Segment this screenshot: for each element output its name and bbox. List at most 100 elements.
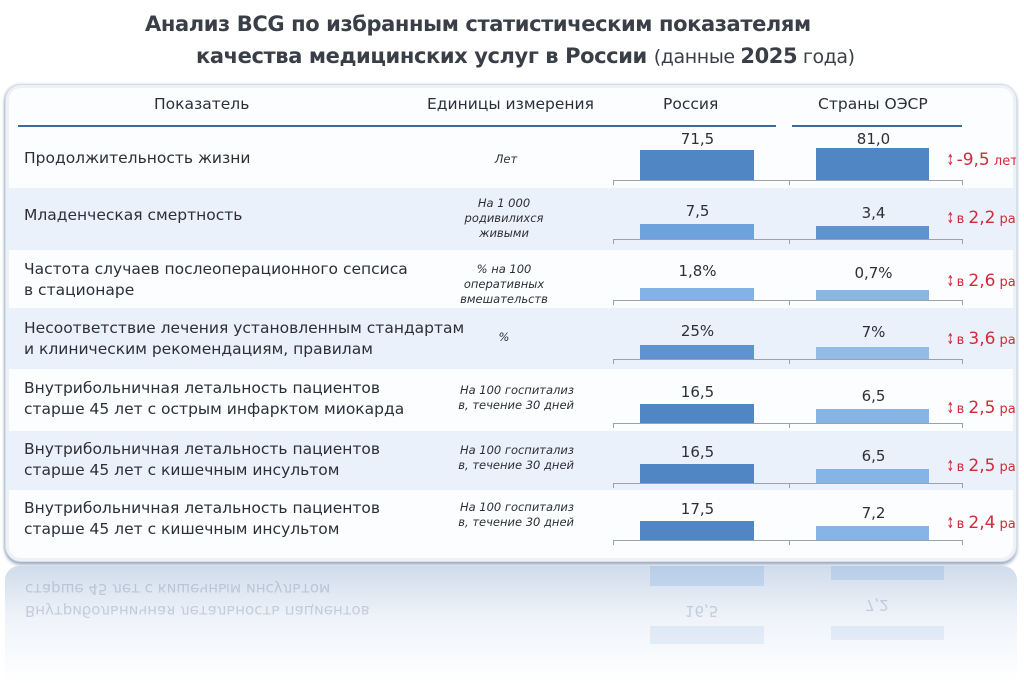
header-indicator: Показатель <box>154 95 250 113</box>
oecd-value: 3,4 <box>861 204 886 222</box>
axis-line <box>613 423 963 424</box>
axis-tick <box>613 359 614 364</box>
difference-annotation: ↕в 3,6 раза <box>946 329 1016 349</box>
axis-line <box>613 180 963 181</box>
double-arrow-icon: ↕ <box>946 209 955 227</box>
double-arrow-icon: ↕ <box>946 272 955 290</box>
axis-tick <box>789 239 790 244</box>
indicator-label: Младенческая смертность <box>24 206 243 224</box>
axis-tick <box>789 180 790 185</box>
russia-value: 71,5 <box>680 130 715 148</box>
oecd-bar <box>816 148 929 180</box>
axis-tick <box>962 180 963 185</box>
axis-tick <box>789 423 790 428</box>
reflection-bar <box>831 566 944 580</box>
difference-annotation: ↕в 2,5 раза <box>946 456 1016 476</box>
oecd-value: 0,7% <box>854 264 893 282</box>
header-oecd: Страны ОЭСР <box>818 95 928 113</box>
axis-tick <box>962 423 963 428</box>
axis-tick <box>962 540 963 545</box>
axis-tick <box>613 540 614 545</box>
reflection-bar <box>650 566 764 586</box>
unit-label: % на 100 оперативных вмешательств <box>460 262 548 306</box>
russia-bar <box>640 288 754 300</box>
difference-annotation: ↕в 2,5 раза <box>946 398 1016 418</box>
reflection-text: Внутрибольничная летальность пациентов <box>25 602 370 620</box>
russia-bar <box>640 521 754 540</box>
title-line-2: качества медицинских услуг в России (дан… <box>196 44 855 68</box>
title-year: 2025 <box>740 44 798 68</box>
russia-value: 16,5 <box>680 383 715 401</box>
russia-value: 25% <box>680 322 715 340</box>
reflection-value: 16,5 <box>685 602 719 620</box>
reflection-value: 7,2 <box>865 596 889 614</box>
indicator-label: Внутрибольничная летальность пациентов ст… <box>24 499 381 538</box>
title-date-note: (данные 2025 года) <box>653 44 855 68</box>
header-divider-main <box>18 125 776 127</box>
table-row: Внутрибольничная летальность пациентов ст… <box>6 431 1016 490</box>
axis-line <box>613 540 963 541</box>
russia-bar <box>640 224 754 239</box>
table-row: Несоответствие лечения установленным ста… <box>6 308 1016 369</box>
unit-label: Лет <box>494 152 518 166</box>
indicator-label: Несоответствие лечения установленным ста… <box>24 319 465 358</box>
oecd-bar <box>816 226 929 239</box>
double-arrow-icon: ↕ <box>946 457 955 475</box>
header-units: Единицы измерения <box>427 95 594 113</box>
axis-line <box>613 483 963 484</box>
axis-tick <box>613 483 614 488</box>
axis-tick <box>962 239 963 244</box>
russia-value: 1,8% <box>678 262 717 280</box>
double-arrow-icon: ↕ <box>946 151 955 169</box>
russia-bar <box>640 464 754 483</box>
axis-line <box>613 359 963 360</box>
axis-tick <box>789 300 790 305</box>
russia-value: 16,5 <box>680 443 715 461</box>
table-row: Продолжительность жизни Лет 71,5 81,0 ↕ -… <box>6 128 1017 188</box>
axis-tick <box>789 540 790 545</box>
difference-annotation: ↕в 2,4 раза <box>946 513 1016 533</box>
table-row: Младенческая смертность На 1 000 родивили… <box>6 188 1016 250</box>
axis-tick <box>613 180 614 185</box>
oecd-bar <box>816 347 929 359</box>
unit-label: % <box>498 330 510 344</box>
oecd-value: 81,0 <box>856 130 891 148</box>
table-row: Внутрибольничная летальность пациентов ст… <box>6 490 1016 561</box>
indicator-label: Внутрибольничная летальность пациентов ст… <box>24 440 381 479</box>
double-arrow-icon: ↕ <box>946 514 955 532</box>
double-arrow-icon: ↕ <box>946 399 955 417</box>
header-russia: Россия <box>663 95 719 113</box>
table-row: Внутрибольничная летальность пациентов ст… <box>6 369 1016 431</box>
oecd-bar <box>816 526 929 540</box>
comparison-table-panel: Показатель Единицы измерения Россия Стра… <box>5 84 1017 562</box>
axis-tick <box>789 483 790 488</box>
unit-label: На 100 госпитализ в, течение 30 дней <box>458 443 574 472</box>
axis-tick <box>613 300 614 305</box>
axis-line <box>613 300 963 301</box>
axis-tick <box>962 483 963 488</box>
unit-label: На 100 госпитализ в, течение 30 дней <box>458 383 574 412</box>
table-row: Частота случаев послеоперационного сепси… <box>6 250 1016 308</box>
oecd-value: 6,5 <box>861 387 886 405</box>
oecd-bar <box>816 409 929 423</box>
reflection-bar <box>831 626 944 640</box>
indicator-label: Внутрибольничная летальность пациентов ст… <box>24 379 405 418</box>
panel-reflection: старше 45 лет с кишечным инсультом Внутр… <box>5 566 1017 683</box>
header-divider-oecd <box>792 125 962 127</box>
axis-tick <box>789 359 790 364</box>
indicator-label: Частота случаев послеоперационного сепси… <box>24 260 408 299</box>
oecd-value: 7,2 <box>861 504 886 522</box>
difference-annotation: ↕ -9,5 лет <box>946 150 1017 170</box>
reflection-text: старше 45 лет с кишечным инсультом <box>25 580 331 598</box>
axis-tick <box>962 359 963 364</box>
double-arrow-icon: ↕ <box>946 330 955 348</box>
reflection-bar <box>650 626 764 644</box>
russia-bar <box>640 404 754 423</box>
title-line-2-main: качества медицинских услуг в России <box>196 44 647 68</box>
axis-tick <box>962 300 963 305</box>
oecd-bar <box>816 290 929 300</box>
axis-tick <box>613 423 614 428</box>
oecd-value: 7% <box>861 323 886 341</box>
unit-label: На 100 госпитализ в, течение 30 дней <box>458 500 574 529</box>
russia-bar <box>640 345 754 359</box>
